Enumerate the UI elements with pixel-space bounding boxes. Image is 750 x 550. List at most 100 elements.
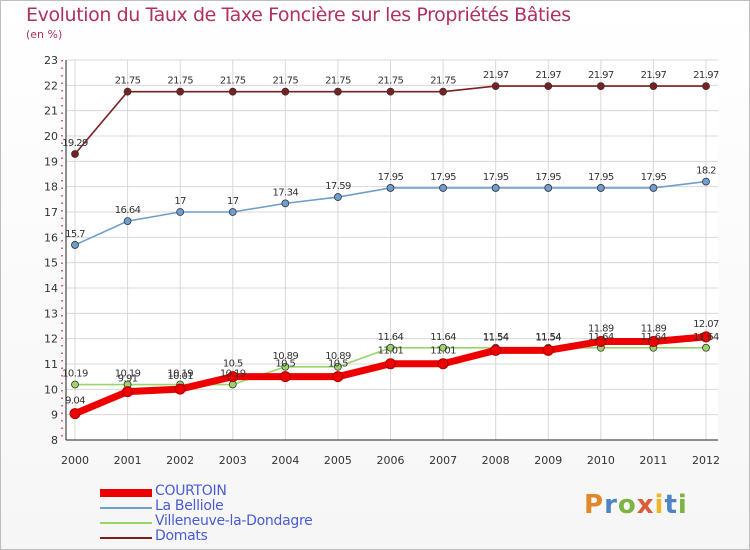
data-point [279, 371, 291, 383]
y-tick-label: 20 [44, 130, 58, 143]
data-label: 21.97 [483, 70, 509, 81]
data-point [334, 87, 342, 96]
y-tick-label: 13 [44, 307, 58, 320]
x-tick-label: 2001 [114, 454, 142, 467]
data-label: 19.29 [62, 138, 88, 149]
data-point [544, 82, 553, 90]
data-point [491, 184, 500, 192]
data-point [176, 87, 185, 96]
data-label: 10.19 [62, 369, 88, 380]
y-tick-label: 12 [44, 333, 58, 346]
data-label: 11.89 [588, 323, 614, 334]
logo-letter: i [677, 490, 688, 520]
data-point [437, 358, 449, 370]
data-label: 10.5 [328, 359, 348, 370]
data-point [174, 383, 186, 395]
x-tick-label: 2003 [219, 454, 247, 467]
data-label: 11.01 [378, 346, 404, 357]
data-label: 21.97 [693, 70, 719, 81]
data-point [439, 87, 447, 96]
data-point [596, 184, 605, 192]
data-point [491, 82, 500, 90]
data-label: 11.54 [483, 332, 509, 343]
data-label: 11.54 [483, 332, 509, 343]
data-label: 21.97 [588, 70, 614, 81]
x-tick-label: 2002 [166, 454, 194, 467]
data-point [595, 335, 607, 347]
logo-letter: P [584, 490, 605, 520]
y-tick-label: 10 [44, 383, 58, 396]
logo-letter: i [654, 490, 665, 520]
logo-letter: x [636, 490, 655, 520]
x-tick-label: 2000 [61, 454, 89, 467]
x-tick-label: 2010 [587, 454, 615, 467]
data-label: 10.19 [167, 369, 193, 380]
data-label: 17.95 [588, 172, 614, 183]
data-label: 21.75 [273, 76, 299, 87]
data-point [702, 343, 710, 352]
y-tick-label: 17 [44, 206, 58, 219]
y-tick-label: 18 [44, 181, 58, 194]
data-point [386, 87, 395, 96]
data-label: 17.34 [273, 187, 299, 198]
data-point [386, 184, 395, 192]
data-point [281, 87, 290, 96]
data-point [702, 177, 710, 186]
data-point [69, 408, 81, 420]
plot-area [66, 60, 718, 440]
data-point [649, 82, 658, 90]
data-label: 9.04 [65, 396, 85, 407]
data-point [228, 208, 237, 216]
data-label: 10.19 [220, 369, 246, 380]
data-label: 9.91 [118, 374, 138, 385]
data-point [71, 150, 79, 158]
data-point [386, 343, 395, 352]
y-tick-label: 11 [44, 358, 58, 371]
data-label: 21.97 [641, 70, 667, 81]
data-label: 16.64 [115, 205, 141, 216]
data-point [332, 371, 344, 383]
data-point [227, 371, 239, 383]
data-label: 21.75 [167, 76, 193, 87]
data-label: 17 [174, 196, 186, 207]
legend-swatch [100, 537, 152, 539]
data-label: 21.75 [378, 76, 404, 87]
x-tick-label: 2009 [534, 454, 562, 467]
data-point [228, 87, 237, 96]
y-tick-label: 23 [44, 54, 58, 67]
data-label: 21.75 [430, 76, 456, 87]
data-point [123, 217, 132, 226]
x-tick-label: 2004 [271, 454, 299, 467]
legend-label: La Belliole [155, 498, 224, 514]
data-label: 11.64 [641, 332, 667, 343]
logo-letter: o [617, 490, 637, 520]
data-point [385, 358, 396, 370]
data-point [176, 208, 185, 216]
y-tick-label: 15 [44, 257, 58, 270]
data-label: 21.75 [325, 76, 351, 87]
data-point [544, 184, 553, 192]
legend-label: COURTOIN [155, 483, 227, 499]
data-label: 21.75 [115, 76, 141, 87]
logo-letter: t [664, 490, 678, 520]
y-tick-label: 21 [44, 105, 58, 118]
y-tick-label: 14 [44, 282, 58, 295]
data-label: 10.5 [275, 359, 295, 370]
data-point [542, 344, 554, 356]
data-label: 17.95 [378, 172, 404, 183]
legend-swatch [100, 489, 152, 497]
data-label: 11.64 [430, 332, 456, 343]
data-point [122, 386, 134, 398]
y-axis-unit: (en %) [26, 28, 63, 41]
legend-swatch [100, 522, 152, 524]
data-point [281, 199, 290, 208]
data-label: 17.95 [641, 172, 667, 183]
y-tick-label: 9 [51, 409, 58, 422]
data-point [596, 82, 605, 90]
data-label: 17 [227, 196, 239, 207]
data-point [123, 87, 132, 96]
data-label: 10.89 [325, 351, 351, 362]
data-label: 12.07 [693, 319, 719, 330]
data-point [702, 82, 710, 90]
